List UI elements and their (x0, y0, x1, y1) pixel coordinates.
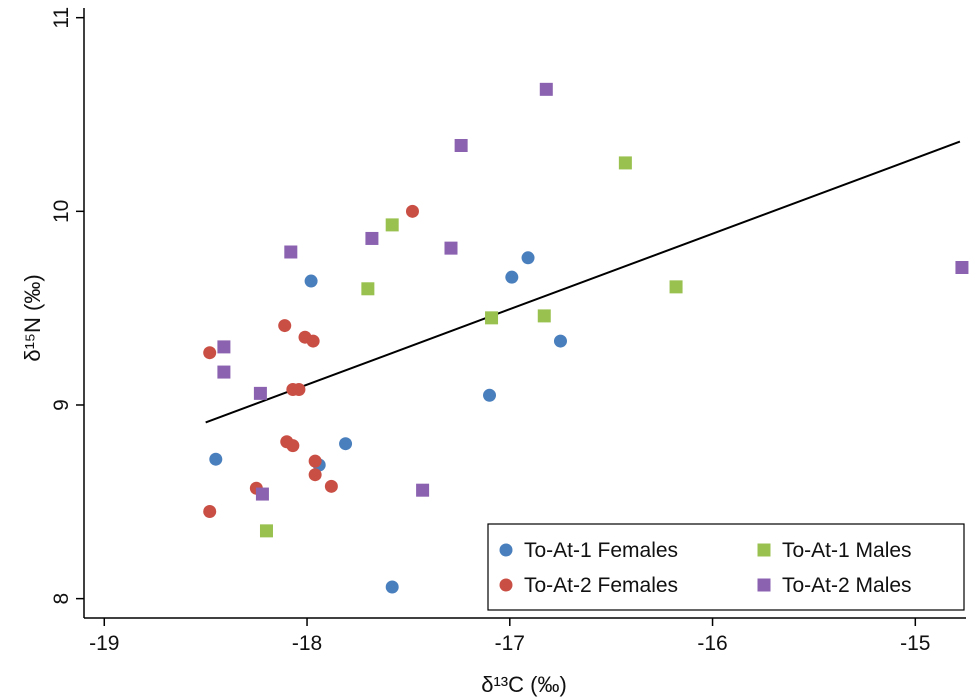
point-to-at-2-males (253, 386, 267, 400)
legend-marker-to-at-2-females (499, 578, 513, 592)
point-to-at-2-females (308, 454, 322, 468)
point-to-at-2-females (306, 334, 320, 348)
point-to-at-2-females (286, 439, 300, 453)
legend-label-to-at-1-females: To-At-1 Females (524, 539, 678, 562)
legend-label-to-at-2-males: To-At-2 Males (782, 574, 912, 597)
y-tick-label: 10 (50, 200, 73, 223)
point-to-at-1-males (361, 282, 375, 296)
point-to-at-2-females (203, 504, 217, 518)
point-to-at-1-females (209, 452, 223, 466)
point-to-at-2-males (217, 340, 231, 354)
legend-marker-to-at-1-males (757, 543, 771, 557)
x-axis-ticks: -19 -18 -17 -16 -15 (89, 618, 930, 655)
point-to-at-2-females (203, 346, 217, 360)
point-to-at-2-males (955, 260, 969, 274)
point-to-at-1-females (304, 274, 318, 288)
y-tick-label: 8 (50, 593, 73, 605)
legend-label-to-at-2-females: To-At-2 Females (524, 574, 678, 597)
point-to-at-2-males (416, 483, 430, 497)
y-tick-label: 11 (50, 7, 73, 29)
x-tick-label: -18 (292, 632, 322, 655)
point-to-at-2-females (278, 319, 292, 333)
trendline (205, 140, 961, 424)
x-tick-label: -16 (697, 632, 727, 655)
point-to-at-2-males (444, 241, 458, 255)
point-to-at-2-males (365, 231, 379, 245)
point-to-at-1-males (259, 524, 273, 538)
y-axis-label: δ¹⁵N (‰) (20, 274, 45, 361)
point-to-at-1-males (385, 218, 399, 232)
point-to-at-1-females (553, 334, 567, 348)
point-to-at-2-females (405, 204, 419, 218)
point-to-at-2-females (292, 382, 306, 396)
legend: To-At-1 Females To-At-2 Females To-At-1 Ma… (487, 523, 965, 611)
data-points (203, 82, 969, 594)
trendline-group (205, 140, 961, 424)
point-to-at-2-females (324, 479, 338, 493)
point-to-at-1-females (483, 388, 497, 402)
point-to-at-1-males (485, 311, 499, 325)
legend-marker-to-at-2-males (757, 578, 771, 592)
point-to-at-1-females (339, 437, 353, 451)
point-to-at-1-females (505, 270, 519, 284)
y-axis-ticks: 8 9 10 11 (50, 7, 84, 605)
x-axis-label: δ¹³C (‰) (481, 672, 567, 697)
point-to-at-1-males (618, 156, 632, 170)
point-to-at-2-males (284, 245, 298, 259)
legend-box (487, 523, 965, 611)
point-to-at-2-females (308, 468, 322, 482)
point-to-at-1-females (521, 251, 535, 265)
point-to-at-1-females (385, 580, 399, 594)
legend-label-to-at-1-males: To-At-1 Males (782, 539, 912, 562)
x-tick-label: -17 (495, 632, 525, 655)
point-to-at-2-males (539, 82, 553, 96)
point-to-at-1-males (669, 280, 683, 294)
point-to-at-2-males (217, 365, 231, 379)
x-tick-label: -15 (900, 632, 930, 655)
y-tick-label: 9 (50, 399, 73, 411)
point-to-at-1-males (537, 309, 551, 323)
point-to-at-2-males (255, 487, 269, 501)
point-to-at-2-males (454, 138, 468, 152)
legend-marker-to-at-1-females (499, 543, 513, 557)
x-tick-label: -19 (89, 632, 119, 655)
